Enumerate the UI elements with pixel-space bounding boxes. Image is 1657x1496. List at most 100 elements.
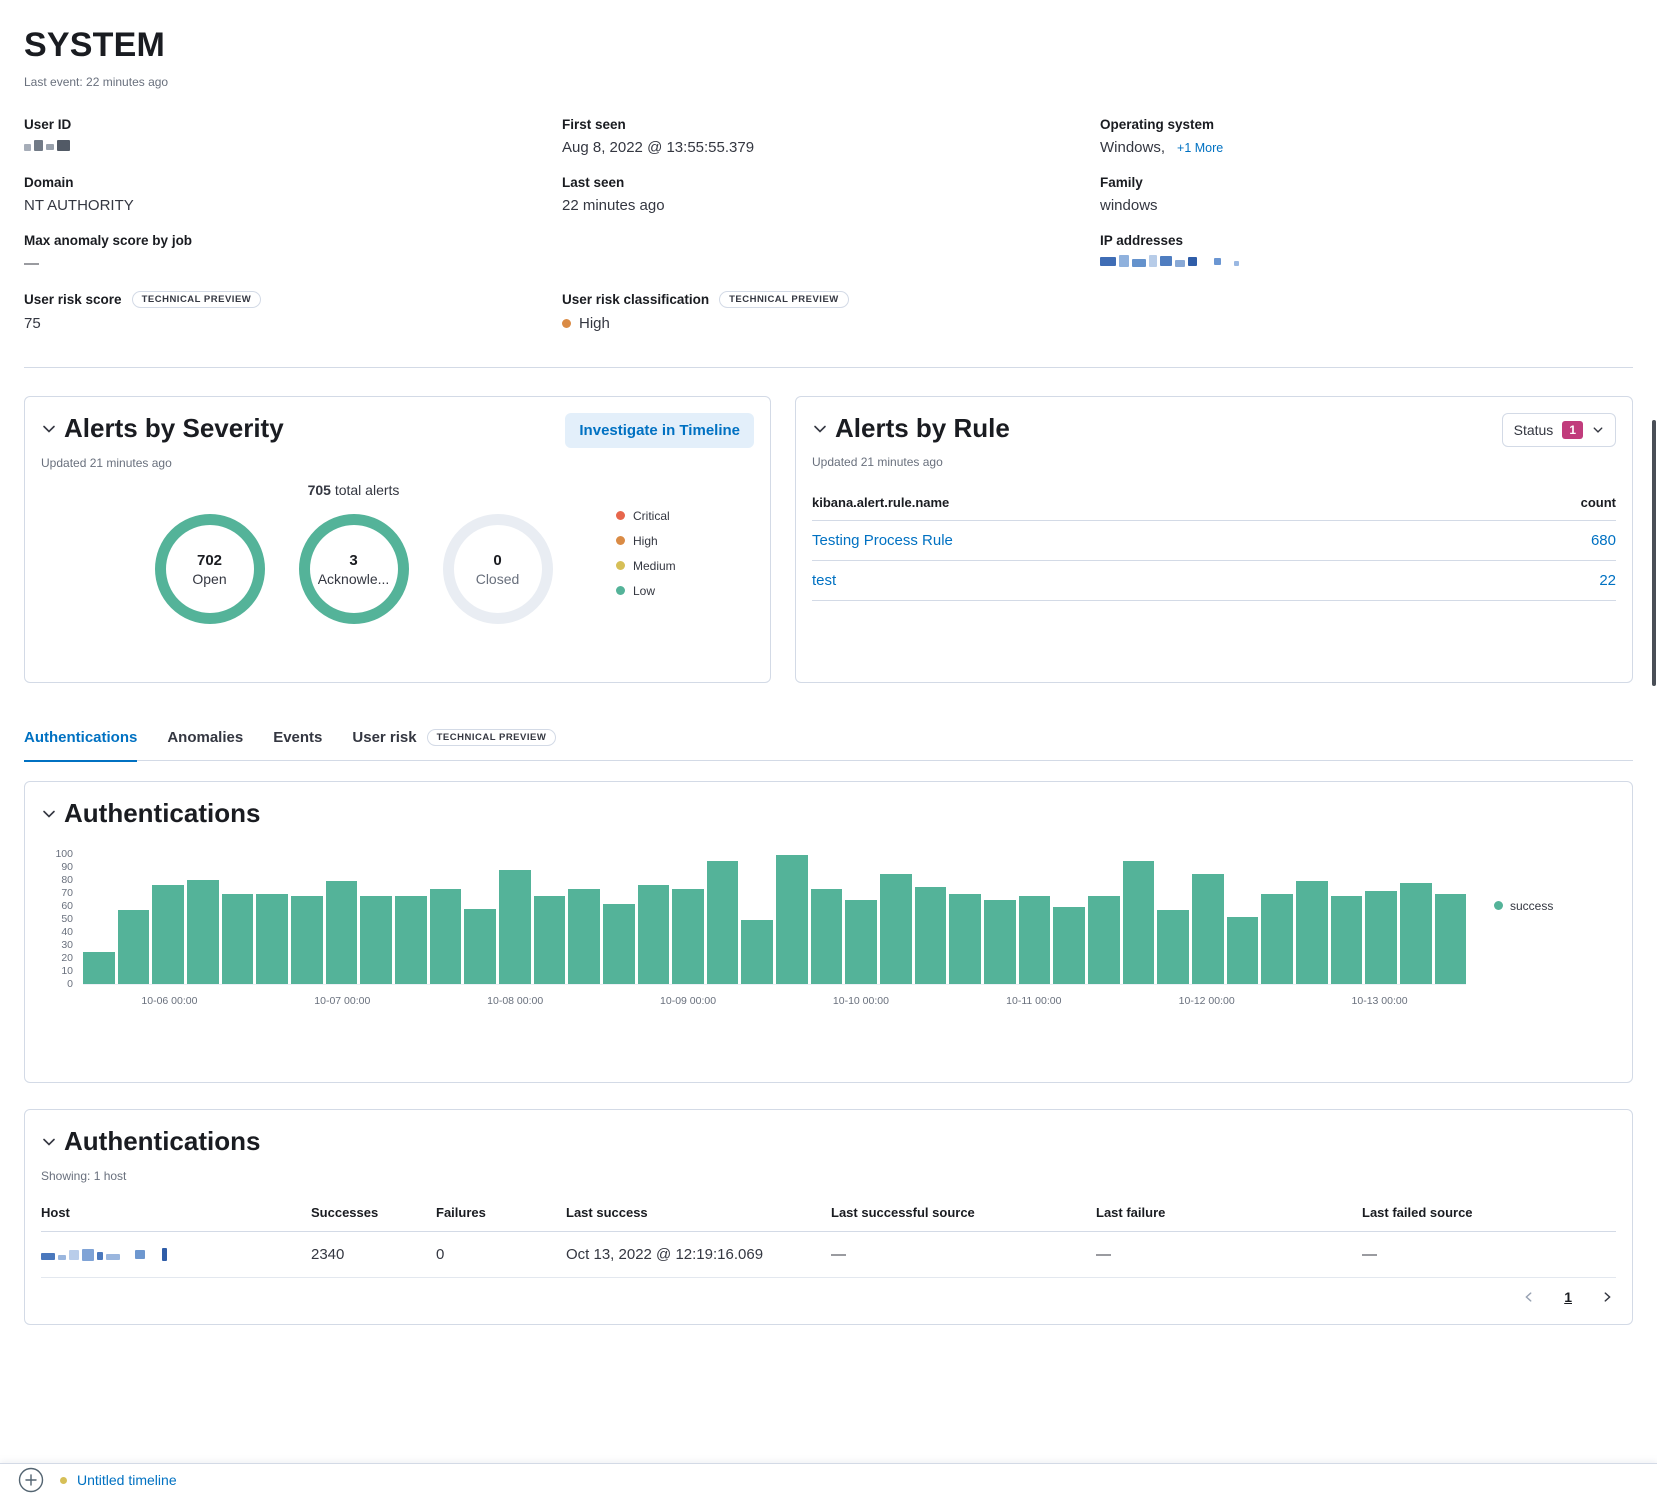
auth-success-bar[interactable] [464,909,496,984]
field-operating-system: Operating system Windows, +1 More [1100,117,1633,175]
x-tick-label: 10-08 00:00 [429,995,602,1007]
severity-legend: Critical High Medium Low [616,509,676,598]
column-header-last-failure: Last failure [1096,1197,1362,1232]
auth-success-bar[interactable] [499,870,531,984]
auth-success-bar[interactable] [568,889,600,984]
auth-success-bar[interactable] [1019,896,1051,984]
success-dot-icon [1494,901,1503,910]
donut-closed[interactable]: 0 Closed [443,514,553,624]
auth-success-bar[interactable] [776,855,808,984]
chart-legend[interactable]: success [1466,855,1616,1007]
total-alerts-count: 705 [308,482,331,498]
os-more-link[interactable]: +1 More [1177,141,1223,155]
legend-item-critical[interactable]: Critical [616,509,676,523]
chevron-down-icon [812,421,828,437]
auth-success-bar[interactable] [915,887,947,984]
investigate-in-timeline-button[interactable]: Investigate in Timeline [565,413,754,448]
rule-name-link[interactable]: Testing Process Rule [812,521,953,560]
field-ip-addresses: IP addresses [1100,233,1633,291]
os-label: Operating system [1100,117,1633,132]
column-header-failures: Failures [436,1197,566,1232]
auth-success-bar[interactable] [1053,907,1085,984]
auth-success-bar[interactable] [1435,894,1467,984]
auth-success-bar[interactable] [83,952,115,984]
auth-success-bar[interactable] [360,896,392,984]
authentications-table-toggle[interactable]: Authentications [41,1126,260,1157]
legend-item-high[interactable]: High [616,534,676,548]
add-timeline-icon[interactable] [18,1467,44,1493]
first-seen-label: First seen [562,117,1100,132]
rule-name-link[interactable]: test [812,561,836,600]
rule-count-link[interactable]: 680 [1591,521,1616,560]
auth-success-bar[interactable] [949,894,981,984]
family-value: windows [1100,197,1633,214]
auth-success-bar[interactable] [845,900,877,984]
auth-success-bar[interactable] [256,894,288,984]
auth-success-bar[interactable] [1296,881,1328,984]
timeline-status-dot-icon [60,1477,67,1484]
auth-success-bar[interactable] [1227,917,1259,984]
y-tick-label: 40 [61,927,73,937]
auth-success-bar[interactable] [222,894,254,984]
os-value: Windows, [1100,139,1165,156]
column-header-successes: Successes [311,1197,436,1232]
auth-success-bar[interactable] [395,896,427,984]
donut-open[interactable]: 702 Open [155,514,265,624]
auth-success-bar[interactable] [1192,874,1224,984]
auth-success-bar[interactable] [430,889,462,984]
auth-success-bar[interactable] [638,885,670,984]
auth-success-bar[interactable] [672,889,704,984]
auth-success-bar[interactable] [741,920,773,985]
next-page-button[interactable] [1598,1288,1616,1306]
alerts-by-severity-panel: Alerts by Severity Investigate in Timeli… [24,396,771,683]
alerts-by-severity-toggle[interactable]: Alerts by Severity [41,413,284,444]
rule-count-column-header: count [1581,489,1616,520]
status-filter-button[interactable]: Status 1 [1502,413,1616,447]
auth-success-bar[interactable] [1331,896,1363,984]
legend-item-low[interactable]: Low [616,584,676,598]
x-tick-label: 10-06 00:00 [83,995,256,1007]
auth-success-bar[interactable] [291,896,323,984]
auth-success-bar[interactable] [1261,894,1293,984]
risk-classification-label: User risk classification [562,292,709,307]
auth-success-bar[interactable] [187,880,219,984]
rule-count-link[interactable]: 22 [1599,561,1616,600]
auth-success-bar[interactable] [603,904,635,984]
column-header-last-failed-source: Last failed source [1362,1197,1616,1232]
untitled-timeline-link[interactable]: Untitled timeline [77,1472,177,1488]
auth-success-bar[interactable] [1088,896,1120,984]
authentications-chart-toggle[interactable]: Authentications [41,798,260,829]
scrollbar-thumb[interactable] [1652,420,1656,686]
tab-events[interactable]: Events [273,729,322,760]
chevron-down-icon [41,421,57,437]
auth-success-bar[interactable] [1157,910,1189,984]
auth-success-bar[interactable] [534,896,566,984]
auth-success-bar[interactable] [1123,861,1155,984]
previous-page-button[interactable] [1520,1288,1538,1306]
auth-success-bar[interactable] [118,910,150,984]
alerts-by-rule-toggle[interactable]: Alerts by Rule [812,413,1010,444]
auth-success-bar[interactable] [326,881,358,984]
tab-anomalies[interactable]: Anomalies [167,729,243,760]
legend-item-medium[interactable]: Medium [616,559,676,573]
auth-success-bar[interactable] [984,900,1016,984]
tab-authentications[interactable]: Authentications [24,729,137,760]
auth-success-bar[interactable] [811,889,843,984]
auth-success-bar[interactable] [1400,883,1432,984]
auth-success-bar[interactable] [880,874,912,984]
field-risk-classification: User risk classification TECHNICAL PREVI… [562,291,1100,349]
auth-success-bar[interactable] [152,885,184,984]
first-seen-value: Aug 8, 2022 @ 13:55:55.379 [562,139,1100,156]
page-number-1[interactable]: 1 [1564,1289,1572,1305]
last-failure-cell: — [1096,1232,1362,1278]
tab-user-risk[interactable]: User risk TECHNICAL PREVIEW [352,729,556,760]
column-header-last-successful-source: Last successful source [831,1197,1096,1232]
donut-acknowledged[interactable]: 3 Acknowle... [299,514,409,624]
timeline-bottom-bar[interactable]: Untitled timeline [0,1463,1657,1496]
legend-critical-label: Critical [633,509,670,523]
alerts-by-rule-panel: Alerts by Rule Status 1 Updated 21 minut… [795,396,1633,683]
auth-success-bar[interactable] [1365,891,1397,984]
technical-preview-badge: TECHNICAL PREVIEW [719,291,849,308]
detail-tabs: Authentications Anomalies Events User ri… [24,729,1633,761]
auth-success-bar[interactable] [707,861,739,984]
